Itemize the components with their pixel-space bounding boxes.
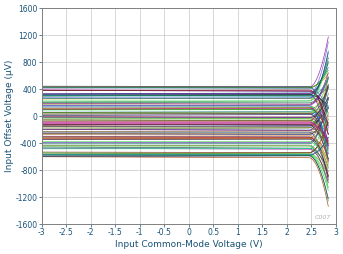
X-axis label: Input Common-Mode Voltage (V): Input Common-Mode Voltage (V) — [115, 240, 262, 249]
Y-axis label: Input Offset Voltage (µV): Input Offset Voltage (µV) — [5, 60, 14, 172]
Text: C007: C007 — [315, 215, 331, 220]
